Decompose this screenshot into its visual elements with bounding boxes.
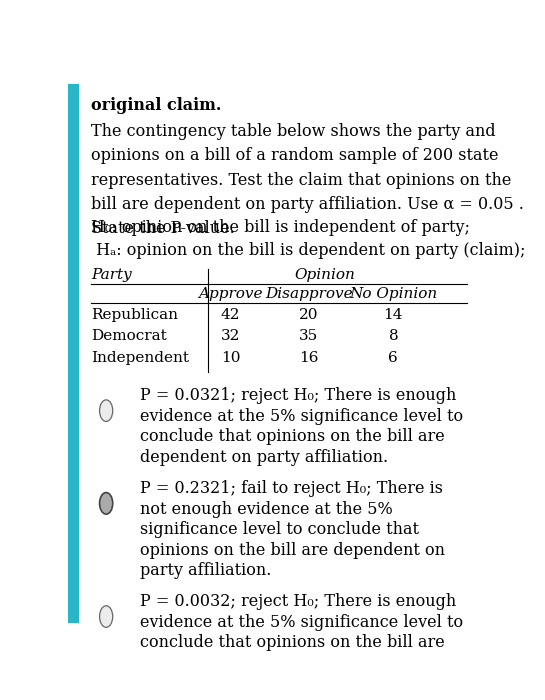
- Text: conclude that opinions on the bill are: conclude that opinions on the bill are: [140, 634, 445, 651]
- Text: not enough evidence at the 5%: not enough evidence at the 5%: [140, 500, 393, 517]
- Ellipse shape: [100, 493, 113, 514]
- Text: Disapprove: Disapprove: [265, 287, 353, 301]
- Ellipse shape: [100, 606, 113, 627]
- Text: Republican: Republican: [92, 308, 178, 322]
- Text: significance level to conclude that: significance level to conclude that: [140, 521, 419, 538]
- Text: Opinion: Opinion: [294, 268, 355, 282]
- Text: Hₐ: opinion on the bill is dependent on party (claim);: Hₐ: opinion on the bill is dependent on …: [92, 242, 526, 259]
- Text: evidence at the 5% significance level to: evidence at the 5% significance level to: [140, 408, 463, 425]
- Text: P = 0.0032; reject H₀; There is enough: P = 0.0032; reject H₀; There is enough: [140, 594, 456, 610]
- Text: Independent: Independent: [92, 351, 189, 365]
- Text: 6: 6: [389, 351, 398, 365]
- Text: evidence at the 5% significance level to: evidence at the 5% significance level to: [140, 614, 463, 631]
- Text: conclude that opinions on the bill are: conclude that opinions on the bill are: [140, 428, 445, 445]
- Text: Party: Party: [92, 268, 132, 282]
- Text: Approve: Approve: [198, 287, 263, 301]
- Text: Democrat: Democrat: [92, 329, 167, 343]
- Text: opinions on the bill are dependent on: opinions on the bill are dependent on: [140, 542, 445, 559]
- Text: 35: 35: [299, 329, 318, 343]
- Text: P = 0.2321; fail to reject H₀; There is: P = 0.2321; fail to reject H₀; There is: [140, 480, 443, 497]
- Text: 14: 14: [384, 308, 403, 322]
- Text: P = 0.0321; reject H₀; There is enough: P = 0.0321; reject H₀; There is enough: [140, 388, 456, 405]
- Text: H₀: opinion on the bill is independent of party;: H₀: opinion on the bill is independent o…: [92, 219, 470, 237]
- Text: dependent on party affiliation.: dependent on party affiliation.: [140, 449, 388, 466]
- Text: party affiliation.: party affiliation.: [140, 562, 271, 579]
- Ellipse shape: [100, 400, 113, 421]
- Text: 42: 42: [221, 308, 240, 322]
- Text: 32: 32: [221, 329, 240, 343]
- Text: The contingency table below shows the party and
opinions on a bill of a random s: The contingency table below shows the pa…: [92, 123, 524, 237]
- Text: 8: 8: [389, 329, 398, 343]
- Text: original claim.: original claim.: [92, 97, 222, 115]
- Text: 20: 20: [299, 308, 319, 322]
- Text: 10: 10: [221, 351, 240, 365]
- Text: No Opinion: No Opinion: [349, 287, 438, 301]
- Text: 16: 16: [299, 351, 319, 365]
- FancyBboxPatch shape: [68, 84, 78, 623]
